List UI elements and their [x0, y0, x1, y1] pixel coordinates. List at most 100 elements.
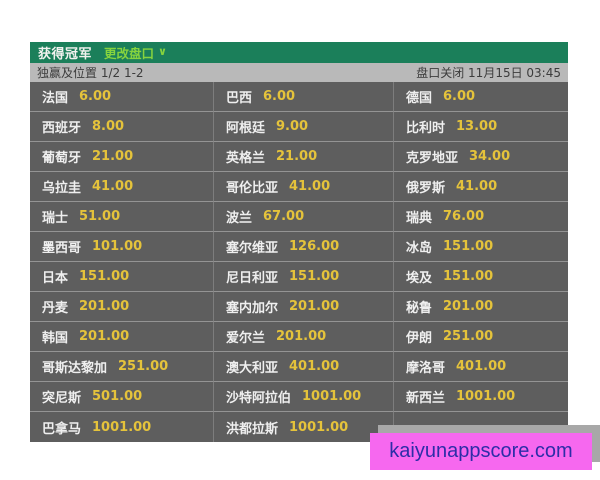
team-name: 冰岛: [406, 241, 433, 256]
team-name: 瑞典: [406, 211, 433, 226]
team-name: 尼日利亚: [226, 271, 279, 286]
odds-cell[interactable]: 冰岛 151.00: [393, 232, 568, 262]
odds-cell[interactable]: 德国 6.00: [393, 82, 568, 112]
odds-value: 201.00: [289, 299, 340, 314]
odds-cell[interactable]: 澳大利亚 401.00: [213, 352, 393, 382]
team-name: 乌拉圭: [42, 181, 82, 196]
odds-cell[interactable]: 塞尔维亚 126.00: [213, 232, 393, 262]
odds-cell[interactable]: 巴西 6.00: [213, 82, 393, 112]
odds-value: 151.00: [443, 269, 494, 284]
odds-value: 6.00: [443, 89, 476, 104]
odds-value: 13.00: [456, 119, 498, 134]
odds-value: 41.00: [92, 179, 134, 194]
odds-cell[interactable]: 沙特阿拉伯 1001.00: [213, 382, 393, 412]
team-name: 塞内加尔: [226, 301, 279, 316]
odds-value: 401.00: [456, 359, 507, 374]
odds-value: 501.00: [92, 389, 143, 404]
odds-cell[interactable]: 墨西哥 101.00: [30, 232, 213, 262]
odds-cell[interactable]: 英格兰 21.00: [213, 142, 393, 172]
odds-cell[interactable]: 突尼斯 501.00: [30, 382, 213, 412]
team-name: 哥斯达黎加: [42, 361, 108, 376]
odds-cell[interactable]: 乌拉圭 41.00: [30, 172, 213, 202]
market-type-label: 独赢及位置 1/2 1-2: [37, 66, 144, 80]
team-name: 瑞士: [42, 211, 69, 226]
team-name: 日本: [42, 271, 69, 286]
team-name: 英格兰: [226, 151, 266, 166]
odds-cell[interactable]: 埃及 151.00: [393, 262, 568, 292]
market-header: 获得冠军 更改盘口 ∨: [30, 42, 568, 63]
odds-cell[interactable]: 克罗地亚 34.00: [393, 142, 568, 172]
team-name: 葡萄牙: [42, 151, 82, 166]
team-name: 比利时: [406, 121, 446, 136]
team-name: 德国: [406, 91, 433, 106]
odds-cell[interactable]: 摩洛哥 401.00: [393, 352, 568, 382]
odds-cell[interactable]: 新西兰 1001.00: [393, 382, 568, 412]
team-name: 新西兰: [406, 391, 446, 406]
odds-cell[interactable]: 伊朗 251.00: [393, 322, 568, 352]
odds-cell[interactable]: 洪都拉斯 1001.00: [213, 412, 393, 442]
team-name: 墨西哥: [42, 241, 82, 256]
team-name: 丹麦: [42, 301, 69, 316]
odds-cell[interactable]: 瑞士 51.00: [30, 202, 213, 232]
odds-value: 1001.00: [456, 389, 516, 404]
odds-panel: 获得冠军 更改盘口 ∨ 独赢及位置 1/2 1-2 盘口关闭 11月15日 03…: [30, 42, 568, 442]
odds-cell[interactable]: 塞内加尔 201.00: [213, 292, 393, 322]
odds-value: 8.00: [92, 119, 125, 134]
team-name: 巴西: [226, 91, 253, 106]
odds-value: 151.00: [289, 269, 340, 284]
odds-value: 41.00: [289, 179, 331, 194]
team-name: 韩国: [42, 331, 69, 346]
odds-cell[interactable]: 哥伦比亚 41.00: [213, 172, 393, 202]
team-name: 沙特阿拉伯: [226, 391, 292, 406]
odds-value: 1001.00: [302, 389, 362, 404]
odds-value: 21.00: [92, 149, 134, 164]
team-name: 澳大利亚: [226, 361, 279, 376]
odds-cell[interactable]: 比利时 13.00: [393, 112, 568, 142]
odds-cell[interactable]: 法国 6.00: [30, 82, 213, 112]
team-name: 阿根廷: [226, 121, 266, 136]
odds-cell[interactable]: 波兰 67.00: [213, 202, 393, 232]
odds-cell[interactable]: 丹麦 201.00: [30, 292, 213, 322]
team-name: 波兰: [226, 211, 253, 226]
odds-cell[interactable]: 尼日利亚 151.00: [213, 262, 393, 292]
odds-value: 251.00: [118, 359, 169, 374]
odds-cell[interactable]: 葡萄牙 21.00: [30, 142, 213, 172]
team-name: 突尼斯: [42, 391, 82, 406]
team-name: 俄罗斯: [406, 181, 446, 196]
odds-cell[interactable]: 瑞典 76.00: [393, 202, 568, 232]
odds-cell[interactable]: 阿根廷 9.00: [213, 112, 393, 142]
change-market-label: 更改盘口: [104, 46, 155, 61]
team-name: 克罗地亚: [406, 151, 459, 166]
odds-cell[interactable]: 日本 151.00: [30, 262, 213, 292]
ad-banner-container: kaiyunappscore.com: [370, 425, 600, 471]
odds-value: 1001.00: [92, 419, 152, 435]
team-name: 埃及: [406, 271, 433, 286]
ad-banner-link[interactable]: kaiyunappscore.com: [370, 433, 592, 470]
odds-value: 151.00: [443, 239, 494, 254]
odds-cell[interactable]: 爱尔兰 201.00: [213, 322, 393, 352]
odds-value: 21.00: [276, 149, 318, 164]
team-name: 秘鲁: [406, 301, 433, 316]
odds-value: 1001.00: [289, 419, 349, 435]
odds-value: 201.00: [79, 329, 130, 344]
odds-value: 9.00: [276, 119, 309, 134]
market-title: 获得冠军: [38, 47, 93, 62]
team-name: 伊朗: [406, 331, 433, 346]
odds-cell[interactable]: 巴拿马 1001.00: [30, 412, 213, 442]
team-name: 哥伦比亚: [226, 181, 279, 196]
odds-cell[interactable]: 哥斯达黎加 251.00: [30, 352, 213, 382]
odds-value: 401.00: [289, 359, 340, 374]
odds-value: 151.00: [79, 269, 130, 284]
chevron-down-icon: ∨: [158, 45, 167, 58]
change-market-button[interactable]: 更改盘口 ∨: [104, 43, 167, 62]
odds-value: 126.00: [289, 239, 340, 254]
odds-cell[interactable]: 秘鲁 201.00: [393, 292, 568, 322]
odds-cell[interactable]: 韩国 201.00: [30, 322, 213, 352]
odds-cell[interactable]: 西班牙 8.00: [30, 112, 213, 142]
team-name: 摩洛哥: [406, 361, 446, 376]
odds-value: 101.00: [92, 239, 143, 254]
team-name: 西班牙: [42, 121, 82, 136]
odds-value: 201.00: [443, 299, 494, 314]
odds-value: 51.00: [79, 209, 121, 224]
odds-cell[interactable]: 俄罗斯 41.00: [393, 172, 568, 202]
